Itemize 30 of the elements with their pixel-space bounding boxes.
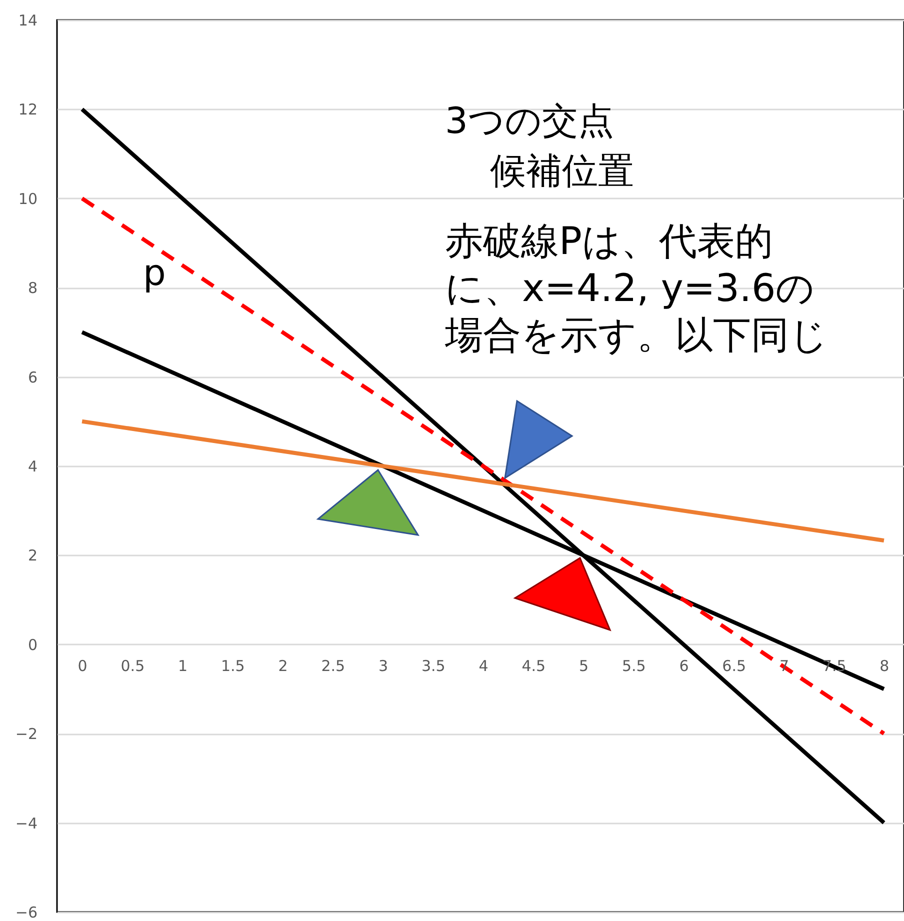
x-tick-label: 2.5 xyxy=(321,656,346,675)
x-tick-label: 6.5 xyxy=(722,656,746,675)
y-tick-label: 8 xyxy=(28,279,38,298)
x-tick-label: 6 xyxy=(679,656,689,675)
x-tick-label: 1 xyxy=(178,656,188,675)
x-tick-label: 0.5 xyxy=(120,656,145,675)
x-tick-label: 0 xyxy=(78,656,88,675)
y-tick-label: −4 xyxy=(15,814,38,832)
annotation: 3つの交点 xyxy=(445,100,614,144)
annotation: 赤破線Pは、代表的に、x=4.2, y=3.6の場合を示す。以下同じ xyxy=(445,218,829,359)
y-tick-label: 4 xyxy=(28,458,38,476)
y-tick-label: 2 xyxy=(28,546,38,565)
x-tick-label: 5 xyxy=(578,656,589,675)
y-tick-label: −6 xyxy=(15,904,38,921)
x-tick-label: 3.5 xyxy=(421,656,446,675)
y-tick-label: 14 xyxy=(18,12,38,30)
x-tick-label: 4.5 xyxy=(522,656,546,675)
y-tick-label: 0 xyxy=(28,636,38,654)
x-tick-label: 1.5 xyxy=(220,656,245,675)
x-tick-label: 4 xyxy=(478,656,488,675)
annotation: 候補位置 xyxy=(490,150,634,194)
annotation: p xyxy=(143,252,166,296)
x-tick-label: 8 xyxy=(880,656,890,675)
y-tick-label: −2 xyxy=(15,725,38,744)
y-tick-label: 10 xyxy=(18,190,38,208)
y-tick-label: 6 xyxy=(28,368,38,386)
x-tick-label: 5.5 xyxy=(622,656,646,675)
x-tick-label: 2 xyxy=(278,656,288,675)
x-tick-label: 3 xyxy=(378,656,388,675)
y-tick-label: 12 xyxy=(18,100,38,119)
